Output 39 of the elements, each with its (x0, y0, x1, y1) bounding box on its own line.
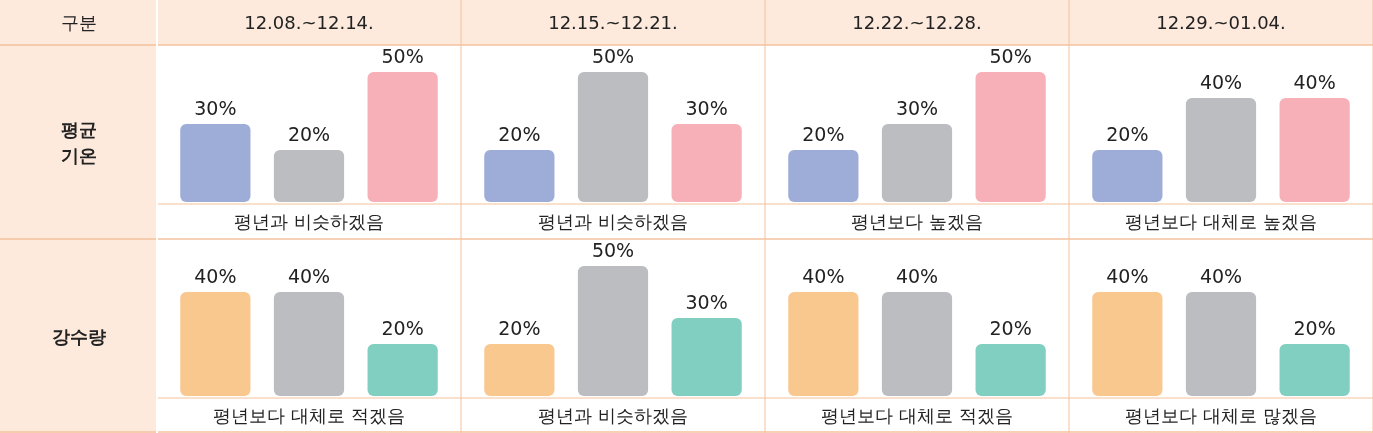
data-label: 20% (989, 317, 1032, 339)
chart-title: 12.29.~01.04. (1156, 12, 1286, 33)
data-label: 20% (287, 123, 331, 145)
data-label: 20% (498, 123, 541, 145)
text: 평년과 비슷하겠음 (538, 405, 688, 426)
data-label: 40% (802, 265, 845, 287)
data-label: 40% (287, 265, 331, 287)
data-label: 50% (989, 45, 1032, 67)
data-label: 20% (498, 317, 541, 339)
text: 평년보다 대체로 적겠음 (213, 405, 405, 426)
data-label: 20% (802, 123, 845, 145)
data-label: 30% (685, 97, 728, 119)
chart-title: 12.15.~12.21. (548, 12, 678, 33)
text: 평년과 비슷하겠음 (234, 211, 384, 232)
data-label: 50% (591, 239, 635, 261)
data-label: 40% (194, 265, 237, 287)
data-label: 20% (1106, 123, 1149, 145)
data-label: 40% (1199, 265, 1243, 287)
data-label: 50% (381, 45, 424, 67)
text: 평년보다 높겠음 (851, 211, 983, 232)
data-label: 40% (1199, 71, 1243, 93)
data-label: 30% (895, 97, 939, 119)
data-label: 20% (1293, 317, 1336, 339)
text: 평년보다 대체로 많겠음 (1125, 405, 1317, 426)
data-label: 20% (381, 317, 424, 339)
chart-title: 12.08.~12.14. (244, 12, 374, 33)
data-label: 40% (1293, 71, 1336, 93)
data-label: 30% (685, 291, 728, 313)
text: 평년과 비슷하겠음 (538, 211, 688, 232)
y-axis-title: 평균 기온 (60, 118, 97, 166)
chart-title: 12.22.~12.28. (852, 12, 982, 33)
text: 평년보다 대체로 높겠음 (1125, 211, 1317, 232)
data-label: 40% (1106, 265, 1149, 287)
data-label: 40% (895, 265, 939, 287)
data-label: 30% (194, 97, 237, 119)
data-label: 50% (591, 45, 635, 67)
text: 구분 (60, 12, 97, 33)
y-axis-title: 강수량 (51, 325, 106, 347)
text: 평년보다 대체로 적겠음 (821, 405, 1013, 426)
